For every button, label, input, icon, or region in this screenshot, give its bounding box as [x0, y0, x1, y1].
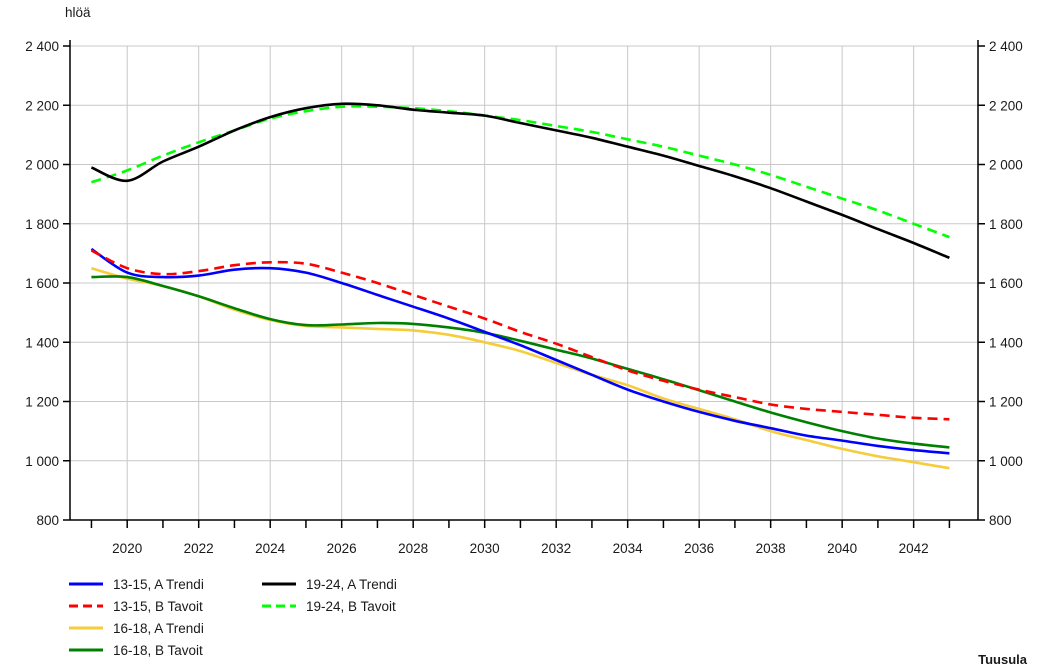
- x-tick-label: 2022: [184, 541, 214, 556]
- tick-labels: 800 800 1 000 1 000 1 200 1 200 1 400 1 400 1 60…: [25, 39, 1023, 556]
- legend-item: 13-15, A Trendi: [68, 574, 204, 594]
- legend-item: 19-24, B Tavoit: [261, 596, 396, 616]
- x-tick-label: 2034: [613, 541, 644, 556]
- legend-label: 19-24, B Tavoit: [306, 598, 396, 614]
- legend-label: 13-15, A Trendi: [113, 576, 204, 592]
- y-tick-label-left: 2 400: [25, 39, 59, 54]
- y-tick-label-left: 2 000: [25, 158, 59, 173]
- x-tick-label: 2020: [112, 541, 142, 556]
- legend-label: 16-18, B Tavoit: [113, 642, 203, 658]
- series-line-0: [90, 247, 950, 455]
- series-line-2: [91, 266, 950, 470]
- y-tick-label-right: 1 800: [989, 217, 1023, 232]
- legend-item: 16-18, A Trendi: [68, 618, 204, 638]
- y-tick-label-right: 2 000: [989, 158, 1023, 173]
- legend-swatch: [262, 582, 296, 586]
- y-tick-label-left: 1 400: [25, 335, 59, 350]
- y-tick-label-left: 1 000: [25, 454, 59, 469]
- source-label: Tuusula: [978, 652, 1027, 667]
- series-lines: [90, 102, 950, 470]
- y-tick-label-left: 800: [36, 513, 59, 528]
- legend-swatch: [69, 626, 103, 630]
- x-tick-label: 2026: [327, 541, 357, 556]
- y-tick-label-right: 1 200: [989, 395, 1023, 410]
- y-tick-label-left: 1 600: [25, 276, 59, 291]
- x-tick-label: 2030: [470, 541, 500, 556]
- y-tick-label-left: 1 800: [25, 217, 59, 232]
- legend: 13-15, A Trendi 13-15, B Tavoit 16-18, A T…: [68, 574, 488, 670]
- legend-swatch: [69, 648, 103, 652]
- y-tick-label-left: 1 200: [25, 395, 59, 410]
- x-tick-label: 2028: [398, 541, 428, 556]
- x-tick-label: 2024: [255, 541, 286, 556]
- y-tick-label-right: 1 600: [989, 276, 1023, 291]
- legend-label: 19-24, A Trendi: [306, 576, 397, 592]
- legend-swatch: [69, 604, 103, 608]
- legend-item: 19-24, A Trendi: [261, 574, 397, 594]
- legend-label: 16-18, A Trendi: [113, 620, 204, 636]
- series-line-3: [91, 275, 950, 449]
- legend-swatch: [262, 604, 296, 608]
- x-tick-label: 2038: [756, 541, 786, 556]
- series-line-1: [90, 249, 950, 421]
- x-tick-label: 2040: [827, 541, 857, 556]
- y-tick-label-left: 2 200: [25, 98, 59, 113]
- axes: [63, 40, 985, 528]
- x-tick-label: 2032: [541, 541, 571, 556]
- legend-item: 16-18, B Tavoit: [68, 640, 203, 660]
- y-tick-label-right: 2 400: [989, 39, 1023, 54]
- y-tick-label-right: 1 000: [989, 454, 1023, 469]
- y-unit-label: hlöä: [65, 5, 91, 20]
- y-tick-label-right: 1 400: [989, 335, 1023, 350]
- y-tick-label-right: 800: [989, 513, 1012, 528]
- legend-item: 13-15, B Tavoit: [68, 596, 203, 616]
- series-line-4: [90, 102, 950, 260]
- x-tick-label: 2042: [899, 541, 929, 556]
- legend-label: 13-15, B Tavoit: [113, 598, 203, 614]
- series-line-5: [90, 105, 950, 239]
- legend-swatch: [69, 582, 103, 586]
- x-tick-label: 2036: [684, 541, 714, 556]
- y-tick-label-right: 2 200: [989, 98, 1023, 113]
